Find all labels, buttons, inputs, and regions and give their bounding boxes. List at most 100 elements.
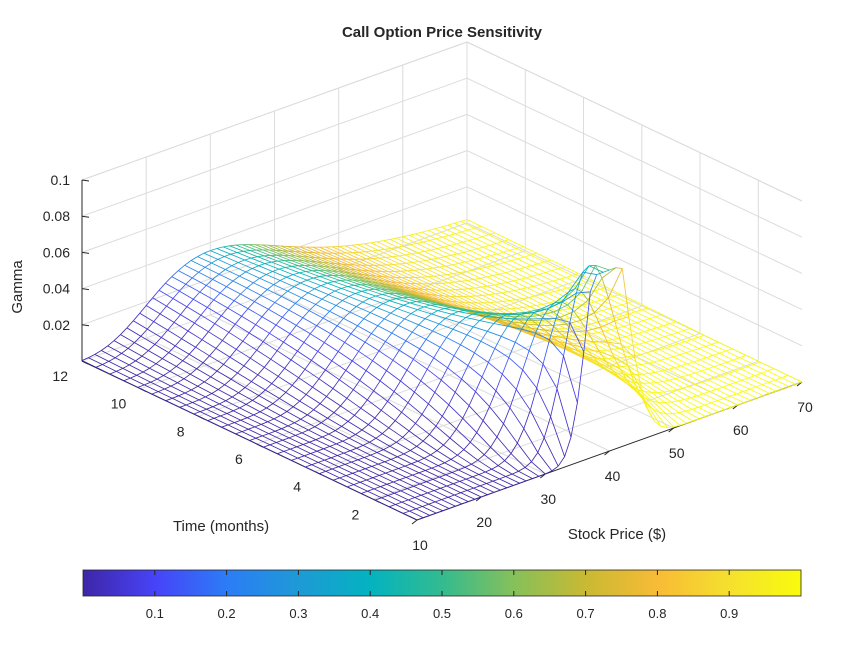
mesh-edge: [326, 396, 341, 407]
mesh-edge: [241, 315, 256, 325]
mesh-edge: [753, 364, 768, 372]
mesh-edge: [250, 357, 265, 368]
mesh-edge: [424, 454, 431, 459]
mesh-edge: [312, 386, 327, 397]
mesh-edge: [152, 297, 167, 307]
mesh-edge: [459, 478, 467, 482]
mesh-edge: [371, 250, 386, 258]
mesh-edge: [514, 290, 529, 298]
mesh-edge: [271, 260, 278, 263]
mesh-edge: [551, 335, 559, 342]
mesh-edge: [646, 350, 654, 354]
mesh-edge: [345, 472, 353, 476]
mesh-edge: [515, 298, 523, 301]
mesh-edge: [653, 409, 660, 413]
mesh-edge: [417, 460, 432, 469]
mesh-edge: [393, 391, 409, 404]
mesh-edge: [205, 285, 221, 294]
mesh-edge: [795, 381, 803, 385]
mesh-edge: [516, 306, 524, 309]
mesh-edge: [276, 350, 292, 361]
mesh-edge: [461, 288, 477, 297]
mesh-edge: [411, 463, 426, 471]
mesh-edge: [337, 271, 352, 277]
mesh-edge: [722, 386, 737, 395]
mesh-edge: [204, 376, 211, 383]
mesh-edge: [511, 470, 519, 475]
mesh-edge: [509, 324, 524, 330]
mesh-edge: [459, 481, 474, 489]
mesh-edge: [699, 357, 707, 361]
mesh-edge: [684, 339, 692, 343]
mesh-edge: [521, 296, 529, 300]
mesh-edge: [370, 452, 378, 456]
mesh-edge: [460, 334, 468, 345]
mesh-edge: [580, 320, 588, 331]
mesh-edge: [241, 308, 249, 317]
mesh-edge: [479, 483, 487, 487]
mesh-edge: [276, 439, 283, 443]
mesh-edge: [467, 229, 483, 238]
mesh-edge: [387, 391, 395, 402]
mesh-edge: [294, 418, 302, 424]
mesh-edge: [306, 246, 321, 254]
mesh-edge: [717, 400, 732, 408]
mesh-edge: [469, 238, 476, 241]
mesh-edge: [606, 349, 622, 359]
mesh-edge: [553, 289, 561, 292]
mesh-edge: [628, 364, 635, 367]
mesh-edge: [277, 260, 285, 262]
mesh-edge: [273, 280, 281, 285]
mesh-edge: [369, 437, 377, 443]
mesh-edge: [307, 409, 314, 416]
mesh-edge: [475, 391, 490, 407]
mesh-edge: [371, 249, 379, 252]
colorbar-tick-label: 0.4: [361, 606, 379, 621]
mesh-edge: [374, 417, 390, 429]
mesh-edge: [423, 289, 438, 296]
mesh-edge: [488, 232, 496, 236]
mesh-edge: [226, 410, 234, 414]
mesh-edge: [662, 379, 670, 382]
mesh-edge: [613, 356, 621, 370]
mesh-edge: [457, 253, 472, 261]
mesh-edge: [223, 246, 238, 253]
mesh-edge: [537, 452, 553, 472]
mesh-edge: [302, 310, 310, 318]
mesh-edge: [302, 317, 317, 326]
mesh-edge: [204, 266, 220, 275]
mesh-edge: [480, 225, 496, 234]
mesh-edge: [208, 323, 216, 332]
mesh-edge: [669, 323, 685, 331]
mesh-edge: [174, 345, 190, 355]
mesh-edge: [401, 499, 409, 503]
mesh-edge: [501, 292, 516, 301]
mesh-edge: [310, 453, 325, 461]
mesh-edge: [617, 327, 632, 336]
mesh-edge: [299, 271, 306, 274]
mesh-edge: [297, 350, 312, 361]
mesh-edge: [563, 355, 578, 403]
mesh-edge: [707, 368, 722, 377]
mesh-edge: [671, 400, 678, 403]
mesh-edge: [740, 366, 748, 370]
mesh-edge: [481, 234, 489, 238]
mesh-edge: [473, 277, 481, 280]
mesh-edge: [450, 454, 458, 460]
mesh-edge: [445, 264, 453, 267]
mesh-edge: [684, 397, 691, 400]
mesh-edge: [678, 343, 693, 352]
mesh-edge: [192, 402, 207, 410]
axes-grid: [81, 41, 803, 521]
mesh-edge: [399, 479, 414, 487]
mesh-edge: [309, 439, 317, 443]
mesh-edge: [214, 323, 230, 333]
mesh-edge: [245, 400, 253, 405]
mesh-edge: [223, 356, 231, 365]
mesh-edge: [365, 360, 373, 371]
mesh-edge: [342, 300, 357, 307]
mesh-edge: [515, 299, 530, 307]
mesh-edge: [398, 465, 406, 469]
mesh-edge: [393, 264, 408, 272]
mesh-edge: [178, 264, 185, 271]
